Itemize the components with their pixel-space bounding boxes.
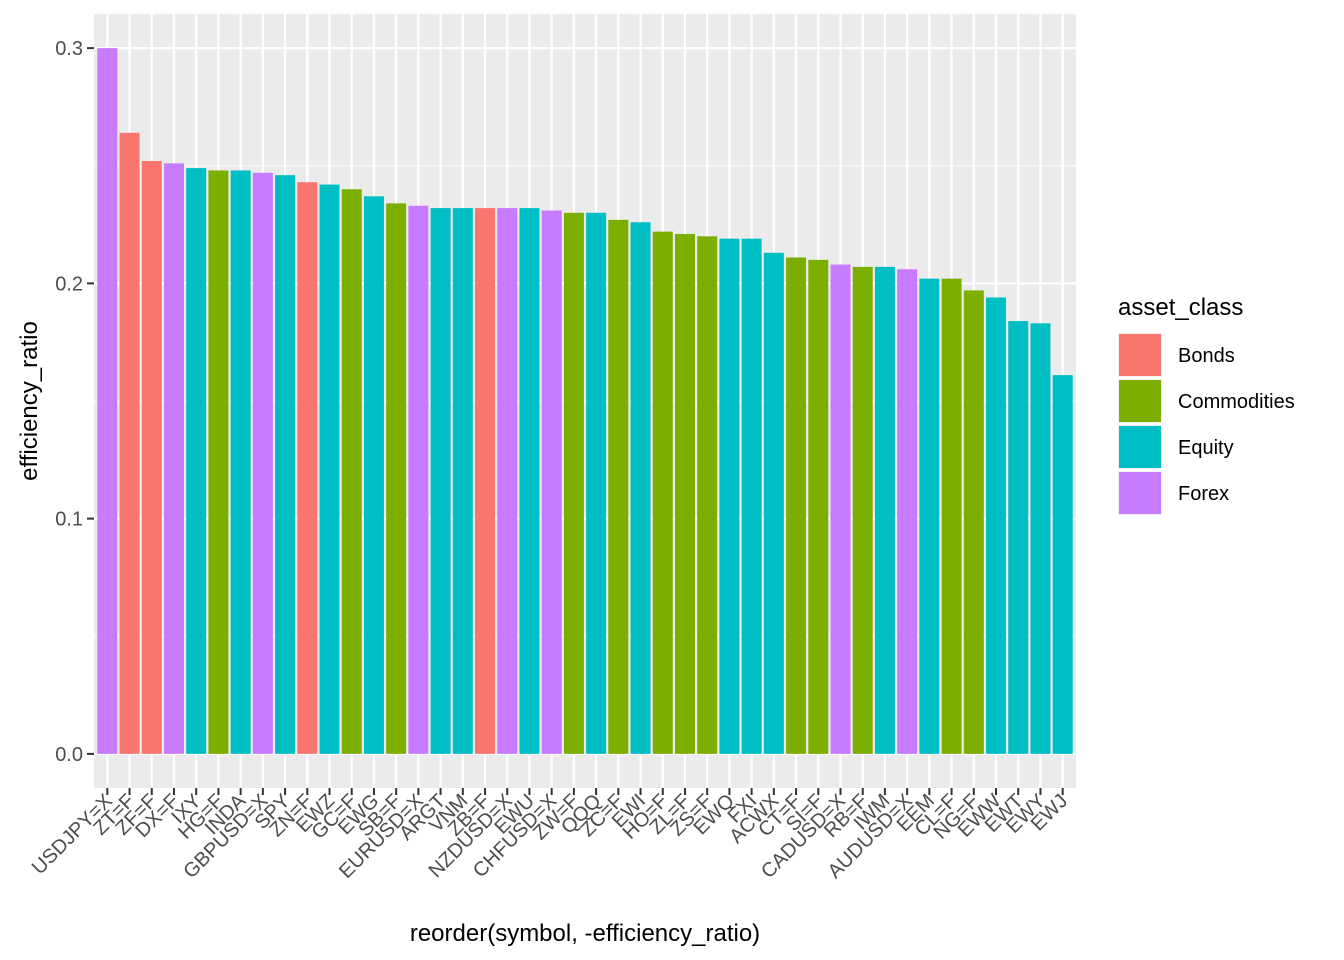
bar-dx-f <box>163 163 184 754</box>
bar-zt-f <box>119 132 140 754</box>
legend-label: Commodities <box>1178 391 1295 413</box>
legend-label: Forex <box>1178 483 1229 505</box>
legend-label: Bonds <box>1178 345 1235 367</box>
bar-ng-f <box>963 290 984 754</box>
bar-eem <box>919 278 940 754</box>
bar-qqq <box>586 212 607 754</box>
bar-eurusd-x <box>408 205 429 754</box>
bar-spy <box>275 175 296 754</box>
bar-ewg <box>363 196 384 754</box>
bar-eww <box>986 297 1007 754</box>
bar-zf-f <box>141 161 162 754</box>
bar-iwm <box>874 266 895 754</box>
bars <box>97 48 1073 754</box>
y-tick-label: 0.2 <box>55 273 83 295</box>
bar-zw-f <box>563 212 584 754</box>
bar-cl-f <box>941 278 962 754</box>
bar-ewu <box>519 208 540 754</box>
legend-swatch <box>1119 472 1161 514</box>
bar-ho-f <box>652 231 673 754</box>
bar-zb-f <box>475 208 496 754</box>
bar-audusd-x <box>897 269 918 754</box>
bar-ewy <box>1030 323 1051 754</box>
bar-ewj <box>1052 375 1073 754</box>
bar-gbpusd-x <box>252 172 273 754</box>
bar-cadusd-x <box>830 264 851 754</box>
bar-sb-f <box>386 203 407 754</box>
y-axis-title: efficiency_ratio <box>16 321 43 481</box>
legend-swatch <box>1119 334 1161 376</box>
bar-zl-f <box>674 233 695 754</box>
bar-chfusd-x <box>541 210 562 754</box>
legend-swatch <box>1119 380 1161 422</box>
bar-hg-f <box>208 170 229 754</box>
bar-zn-f <box>297 182 318 754</box>
x-axis-title: reorder(symbol, -efficiency_ratio) <box>410 920 760 947</box>
legend-title: asset_class <box>1118 294 1243 321</box>
bar-vnm <box>452 208 473 754</box>
bar-ewi <box>630 222 651 754</box>
legend: asset_class Bonds Commodities Equity Forex <box>1118 294 1295 515</box>
bar-ewz <box>319 184 340 754</box>
bar-acwx <box>763 252 784 754</box>
bar-fxi <box>741 238 762 754</box>
bar-ewt <box>1008 321 1029 754</box>
y-tick-label: 0.1 <box>55 509 83 531</box>
y-tick-label: 0.0 <box>55 744 83 766</box>
bar-ixy <box>186 168 207 754</box>
bar-zc-f <box>608 219 629 754</box>
bar-ct-f <box>786 257 807 754</box>
bar-argt <box>430 208 451 754</box>
bar-gc-f <box>341 189 362 754</box>
y-axis: 0.0 0.1 0.2 0.3 <box>55 38 94 766</box>
bar-rb-f <box>852 266 873 754</box>
bar-ewq <box>719 238 740 754</box>
bar-usdjpy-x <box>97 48 118 754</box>
bar-zs-f <box>697 236 718 754</box>
bar-inda <box>230 170 251 754</box>
legend-label: Equity <box>1178 437 1234 459</box>
bar-si-f <box>808 259 829 754</box>
y-tick-label: 0.3 <box>55 38 83 60</box>
legend-swatch <box>1119 426 1161 468</box>
bar-nzdusd-x <box>497 208 518 754</box>
x-axis: USDJPY=XZT=FZF=FDX=FIXYHG=FINDAGBPUSD=XS… <box>28 788 1072 883</box>
